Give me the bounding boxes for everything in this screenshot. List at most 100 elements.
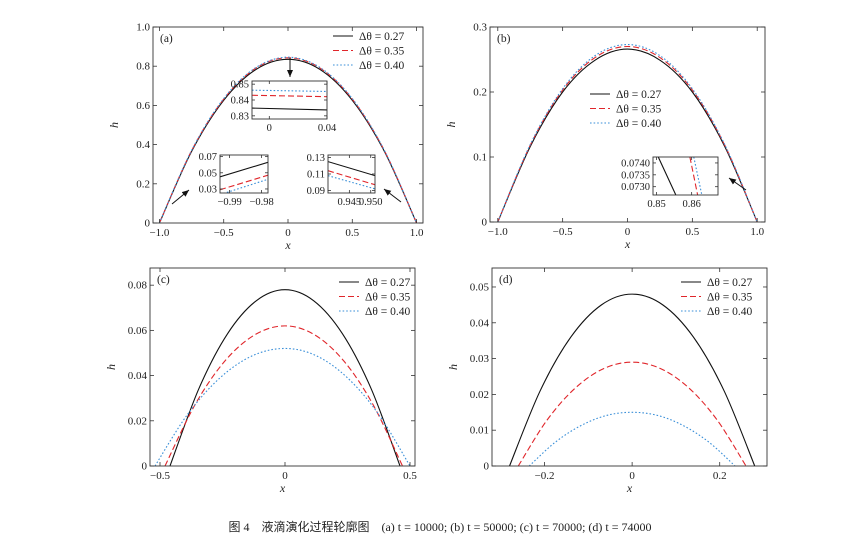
series-line-1 bbox=[328, 161, 375, 177]
x-axis-label: x bbox=[624, 237, 631, 251]
x-tick-label: 0.5 bbox=[685, 226, 699, 238]
x-tick-label: 0.2 bbox=[713, 470, 727, 482]
series-line-3 bbox=[528, 411, 736, 466]
x-tick-label: 1.0 bbox=[750, 226, 764, 238]
y-tick-label: 0 bbox=[142, 461, 148, 473]
y-tick-label: 0.02 bbox=[470, 389, 489, 401]
series-line-2 bbox=[517, 361, 747, 466]
y-tick-label: 0.02 bbox=[128, 415, 147, 427]
legend-entry: Δθ = 0.27 bbox=[359, 31, 405, 43]
series-line-1 bbox=[252, 107, 327, 111]
y-tick-label: 0.84 bbox=[231, 96, 250, 107]
x-tick-label: 0.950 bbox=[359, 197, 383, 208]
legend-entry: Δθ = 0.35 bbox=[365, 292, 411, 304]
arrow-icon bbox=[728, 177, 747, 191]
y-tick-label: 0.1 bbox=[473, 152, 487, 164]
plot-background bbox=[653, 157, 718, 195]
x-tick-label: 1.0 bbox=[410, 227, 424, 239]
y-tick-label: 0.2 bbox=[136, 178, 150, 190]
y-axis-label: h bbox=[104, 364, 118, 370]
y-tick-label: 0.0730 bbox=[621, 182, 650, 193]
series-line-3 bbox=[693, 157, 703, 195]
legend-entry: Δθ = 0.35 bbox=[707, 292, 753, 304]
x-tick-label: −0.5 bbox=[150, 470, 170, 482]
series-line-3 bbox=[158, 56, 418, 223]
legend-entry: Δθ = 0.35 bbox=[359, 46, 405, 58]
y-axis-label: h bbox=[107, 122, 121, 128]
x-tick-label: 0.5 bbox=[403, 470, 417, 482]
plot-background bbox=[490, 27, 765, 222]
y-tick-label: 0 bbox=[145, 218, 151, 230]
y-tick-label: 0.05 bbox=[470, 281, 490, 293]
plot-background bbox=[220, 155, 268, 193]
panel-label: (d) bbox=[499, 274, 513, 286]
chart-panel-a: −1.0 −0.5 0 0.5 1.0 0 0.2 0.4 0.6 0.8 1.0 (a) x h Δθ =… bbox=[107, 22, 424, 253]
axes-frame bbox=[491, 267, 768, 467]
series-line-2 bbox=[689, 157, 699, 195]
series-line-2 bbox=[252, 94, 327, 98]
y-tick-label: 0.0735 bbox=[621, 170, 650, 181]
y-tick-label: 0.4 bbox=[136, 139, 150, 151]
x-axis-label: x bbox=[279, 481, 286, 495]
series-line-3 bbox=[154, 347, 411, 466]
x-tick-label: −0.5 bbox=[214, 227, 234, 239]
x-tick-label: 0 bbox=[625, 226, 631, 238]
chart-panel-d: −0.2 0 0.2 0 0.01 0.02 0.03 0.04 0.05 (d) x h Δθ = 0… bbox=[446, 267, 768, 495]
axes-frame bbox=[652, 156, 719, 196]
y-tick-label: 0.83 bbox=[231, 111, 249, 122]
inset-plot: 0 0.04 0.83 0.84 0.85 bbox=[231, 80, 337, 134]
series-line-3 bbox=[252, 89, 327, 92]
x-tick-label: −0.5 bbox=[553, 226, 573, 238]
legend-entry: Δθ = 0.40 bbox=[616, 118, 662, 130]
plot-background bbox=[150, 268, 415, 466]
arrow-icon bbox=[171, 189, 190, 205]
legend-entry: Δθ = 0.35 bbox=[616, 104, 662, 116]
series-line-1 bbox=[220, 161, 268, 178]
arrow-icon bbox=[383, 188, 402, 203]
series-line-2 bbox=[328, 170, 375, 186]
legend: Δθ = 0.27 Δθ = 0.35 Δθ = 0.40 bbox=[681, 277, 753, 318]
y-tick-label: 0.07 bbox=[199, 152, 217, 163]
legend: Δθ = 0.27 Δθ = 0.35 Δθ = 0.40 bbox=[590, 89, 662, 130]
x-tick-label: 0 bbox=[282, 470, 288, 482]
legend-entry: Δθ = 0.27 bbox=[707, 277, 753, 289]
y-tick-label: 0.2 bbox=[473, 87, 487, 99]
legend-entry: Δθ = 0.27 bbox=[365, 277, 411, 289]
y-tick-label: 0.01 bbox=[470, 425, 489, 437]
x-tick-label: 0 bbox=[267, 123, 272, 134]
inset-plot: −0.99 −0.98 0.03 0.05 0.07 bbox=[199, 152, 274, 208]
legend-entry: Δθ = 0.40 bbox=[707, 306, 753, 318]
x-tick-label: 0.86 bbox=[682, 199, 700, 210]
x-tick-label: 0 bbox=[285, 227, 291, 239]
series-line-3 bbox=[223, 178, 268, 193]
y-tick-label: 1.0 bbox=[136, 22, 150, 34]
series-line-1 bbox=[657, 157, 677, 195]
y-axis-label: h bbox=[444, 122, 458, 128]
y-tick-label: 0.13 bbox=[307, 153, 325, 164]
x-tick-label: −1.0 bbox=[488, 226, 508, 238]
x-axis-label: x bbox=[284, 238, 291, 252]
y-tick-label: 0.11 bbox=[307, 170, 325, 181]
x-tick-label: 0.5 bbox=[345, 227, 359, 239]
y-axis-label: h bbox=[446, 364, 460, 370]
x-tick-label: 0.04 bbox=[318, 123, 337, 134]
x-tick-label: −0.99 bbox=[217, 197, 241, 208]
x-tick-label: 0 bbox=[629, 470, 635, 482]
y-tick-label: 0.09 bbox=[307, 186, 325, 197]
panel-label: (a) bbox=[160, 33, 173, 45]
x-tick-label: −0.98 bbox=[249, 197, 273, 208]
y-tick-label: 0.3 bbox=[473, 22, 487, 34]
series-line-1 bbox=[509, 293, 756, 466]
series-line-2 bbox=[164, 325, 403, 466]
y-tick-label: 0.05 bbox=[199, 168, 217, 179]
legend: Δθ = 0.27 Δθ = 0.35 Δθ = 0.40 bbox=[333, 31, 405, 72]
axes-frame bbox=[149, 267, 416, 467]
y-tick-label: 0 bbox=[484, 461, 490, 473]
plot-background bbox=[252, 81, 327, 119]
legend-entry: Δθ = 0.40 bbox=[365, 306, 411, 318]
